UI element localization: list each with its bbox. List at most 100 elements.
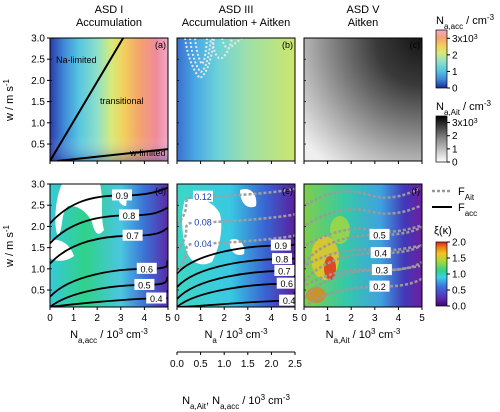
secondary-x-axis: 0.0 0.5 1.0 1.5 2.0 2.5: [170, 351, 302, 370]
x-tick-label: 1: [71, 313, 77, 324]
subtitle-asd-iii: Accumulation + Aitken: [182, 17, 291, 29]
contour-label-bg: [192, 237, 213, 249]
title-asd-i: ASD I: [95, 4, 124, 16]
colorbar-xi: ξ(κ) 0.0 0.5 1.0 1.5 2.0: [434, 225, 466, 313]
contour-label-bg: [369, 228, 390, 240]
contour-label-bg: [270, 239, 291, 251]
contour-label: 0.4: [374, 249, 387, 259]
panel-letter-e: (e): [282, 186, 293, 196]
y-axis-label-bottom: w / m s-1: [2, 224, 17, 268]
contour-line: [177, 234, 295, 273]
contour-label: 0.12: [194, 192, 212, 202]
subtitle-asd-v: Aitken: [348, 17, 379, 29]
y-tick-label: 0.5: [31, 286, 45, 297]
contour-line: [304, 225, 422, 264]
contour-label: 0.04: [194, 239, 212, 249]
panel-a: Na-limited transitional w-limited (a): [49, 37, 169, 162]
secondary-tick-label: 0.0: [170, 359, 184, 370]
x-tick-label: 3: [245, 313, 251, 324]
title-asd-iii: ASD III: [219, 4, 254, 16]
panel-e-frame: [176, 183, 296, 308]
colorbar-tick-label: 3x103: [452, 33, 478, 45]
colorbar-tick-label: 3x103: [452, 118, 478, 130]
x-tick-label: 1: [325, 313, 331, 324]
contour-label-bg: [111, 189, 132, 201]
x-tick-label: 3: [118, 313, 124, 324]
secondary-tick-label: 2.5: [288, 359, 302, 370]
x-tick-label: 4: [142, 313, 148, 324]
panel-a-frame: [49, 37, 169, 162]
contour-label: 0.6: [141, 264, 154, 274]
contour-label: 0.5: [138, 280, 151, 290]
contour-label-bg: [274, 264, 295, 276]
panel-c: (c): [303, 37, 423, 162]
panel-e-contours: 0.9 0.80.7 0.6 0.4 0.12 0.08 0.04: [177, 187, 296, 307]
panel-d: 0.9 0.8 0.7 0.6 0.5 0.4 (d): [49, 183, 169, 308]
regime-line-na-limited: [50, 38, 125, 161]
label-w-limited: w-limited: [129, 148, 166, 158]
title-asd-v: ASD V: [346, 4, 380, 16]
colorbar-na-ait-bar: [435, 115, 448, 163]
panel-a-shade: [50, 38, 168, 161]
y-tick-label: 1.0: [31, 118, 45, 129]
y-axis-label-top: w / m s-1: [2, 78, 17, 122]
legend-f-ait: FAit: [458, 186, 475, 202]
colorbar-na-ait-label: Na,Ait / cm-3: [436, 99, 491, 117]
contour-label-bg: [272, 253, 293, 265]
contour-label: 0.2: [373, 282, 386, 292]
secondary-tick-label: 0.5: [194, 359, 208, 370]
x-tick-label: 4: [396, 313, 402, 324]
x-tick-label: 1: [198, 313, 204, 324]
secondary-tick-label: 1.0: [217, 359, 231, 370]
legend-f-acc: Facc: [458, 202, 477, 218]
x-tick-label: 5: [165, 313, 171, 324]
panel-letter-c: (c): [410, 40, 421, 50]
contour-label-bg: [192, 216, 213, 228]
contour-label: 0.8: [276, 255, 289, 265]
x-axis-label-secondary: Na,Ait, Na,acc / 103 cm-3: [182, 393, 290, 411]
contour-label-bg: [134, 278, 155, 290]
contour-label-bg: [192, 190, 213, 202]
panel-letter-d: (d): [155, 186, 166, 196]
contour-label: 0.7: [278, 266, 291, 276]
panel-b-field: [177, 38, 295, 161]
colorbar-tick-label: 1.0: [452, 270, 466, 281]
x-tick-label: 4: [269, 313, 275, 324]
y-tick-label: 2.0: [31, 76, 45, 87]
contour-label: 0.7: [126, 231, 139, 241]
y-tick-label: 3.0: [31, 34, 45, 45]
y-tick-label: 1.5: [31, 243, 45, 254]
colorbar-na-acc-bar: [435, 29, 448, 89]
contour-label-bg: [136, 262, 157, 274]
panel-d-frame: [49, 183, 169, 308]
y-tick-label: 0.5: [31, 140, 45, 151]
colorbar-na-acc-label: Na,acc / cm-3: [436, 13, 495, 31]
y-tick-label: 1.5: [31, 97, 45, 108]
colorbar-xi-label: ξ(κ): [434, 225, 452, 237]
contour-line: [304, 244, 422, 282]
colorbar-tick-label: 0.0: [452, 302, 466, 313]
panel-f-ait-isolines: [305, 186, 421, 287]
x-axis-label-e: Na / 103 cm-3: [204, 327, 268, 345]
contour-label: 0.4: [150, 294, 163, 304]
contour-label: 0.5: [373, 230, 386, 240]
x-tick-label: 3: [372, 313, 378, 324]
panel-f: 0.5 0.4 0.3 0.2 (f): [303, 183, 423, 308]
subtitle-asd-i: Accumulation: [76, 17, 142, 29]
secondary-tick-label: 2.0: [264, 359, 278, 370]
column-titles: ASD I Accumulation ASD III Accumulation …: [76, 4, 380, 29]
contour-label: 0.4: [283, 296, 296, 306]
label-na-limited: Na-limited: [56, 55, 97, 65]
x-axis-label-d: Na,acc / 103 cm-3: [70, 327, 148, 345]
colorbar-tick-label: 1.5: [452, 254, 466, 265]
contour-label: 0.9: [116, 191, 129, 201]
y-tick-label: 2.5: [31, 55, 45, 66]
y-tick-label: 3.0: [31, 180, 45, 191]
colorbar-tick-label: 1: [452, 144, 458, 155]
contour-line: [177, 212, 295, 252]
colorbar-na-acc: Na,acc / cm-3 0 1 2 3x103: [435, 13, 495, 95]
contour-label-bg: [276, 277, 295, 289]
contour-line: [304, 277, 422, 307]
y-tick-label: 2.5: [31, 201, 45, 212]
